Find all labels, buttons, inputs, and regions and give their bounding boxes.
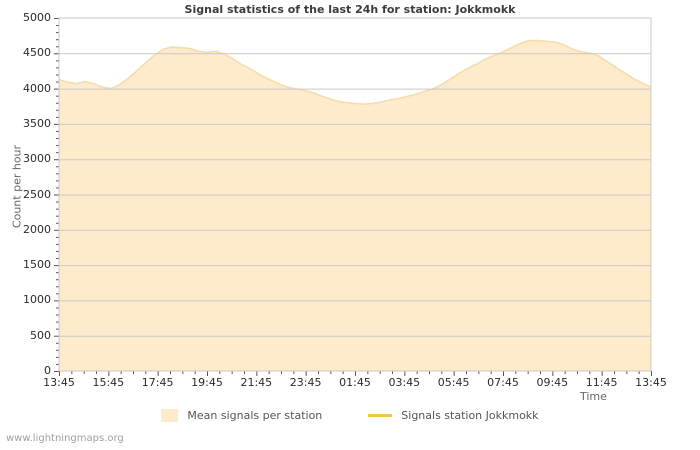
x-tick-label: 01:45 (339, 376, 371, 389)
mean-signals-line (58, 39, 652, 105)
legend-label-station-signals: Signals station Jokkmokk (401, 409, 539, 422)
watermark: www.lightningmaps.org (6, 433, 124, 444)
x-axis-label: Time (580, 390, 607, 403)
chart-legend: Mean signals per station Signals station… (0, 409, 700, 422)
chart-title: Signal statistics of the last 24h for st… (184, 3, 516, 16)
x-tick-label: 17:45 (141, 376, 174, 389)
x-tick-label: 07:45 (487, 376, 519, 389)
y-tick-label: 500 (30, 328, 51, 342)
plot-frame (58, 17, 652, 372)
axis-major-ticks (54, 18, 652, 376)
grid-lines (59, 53, 651, 337)
x-tick-label: 13:45 (43, 376, 75, 389)
y-tick-label: 1000 (23, 293, 51, 307)
mean-signals-area (59, 40, 651, 372)
y-tick-label: 2500 (23, 187, 51, 201)
area-swatch-icon (161, 409, 179, 422)
y-tick-label: 0 (44, 364, 51, 377)
x-tick-label: 19:45 (191, 376, 223, 389)
y-tick-label: 3500 (23, 116, 51, 130)
legend-label-mean-signals: Mean signals per station (187, 409, 323, 422)
y-tick-label: 2000 (23, 222, 51, 236)
y-tick-label: 5000 (23, 11, 51, 24)
x-tick-label: 23:45 (289, 376, 322, 389)
x-tick-label: 03:45 (388, 376, 421, 389)
x-tick-label: 13:45 (635, 376, 667, 389)
x-tick-label: 11:45 (585, 376, 618, 389)
x-tick-label: 05:45 (437, 376, 470, 389)
legend-item-station-signals[interactable]: Signals station Jokkmokk (368, 409, 539, 422)
y-tick-label: 4000 (23, 81, 51, 95)
x-tick-label: 09:45 (536, 376, 569, 389)
y-tick-label: 1500 (23, 258, 51, 272)
legend-item-mean-signals[interactable]: Mean signals per station (161, 409, 322, 422)
line-swatch-icon (368, 414, 393, 417)
x-tick-label: 21:45 (240, 376, 273, 389)
x-tick-label: 15:45 (92, 376, 125, 389)
y-tick-label: 4500 (23, 46, 51, 60)
y-tick-label: 3000 (23, 152, 51, 166)
